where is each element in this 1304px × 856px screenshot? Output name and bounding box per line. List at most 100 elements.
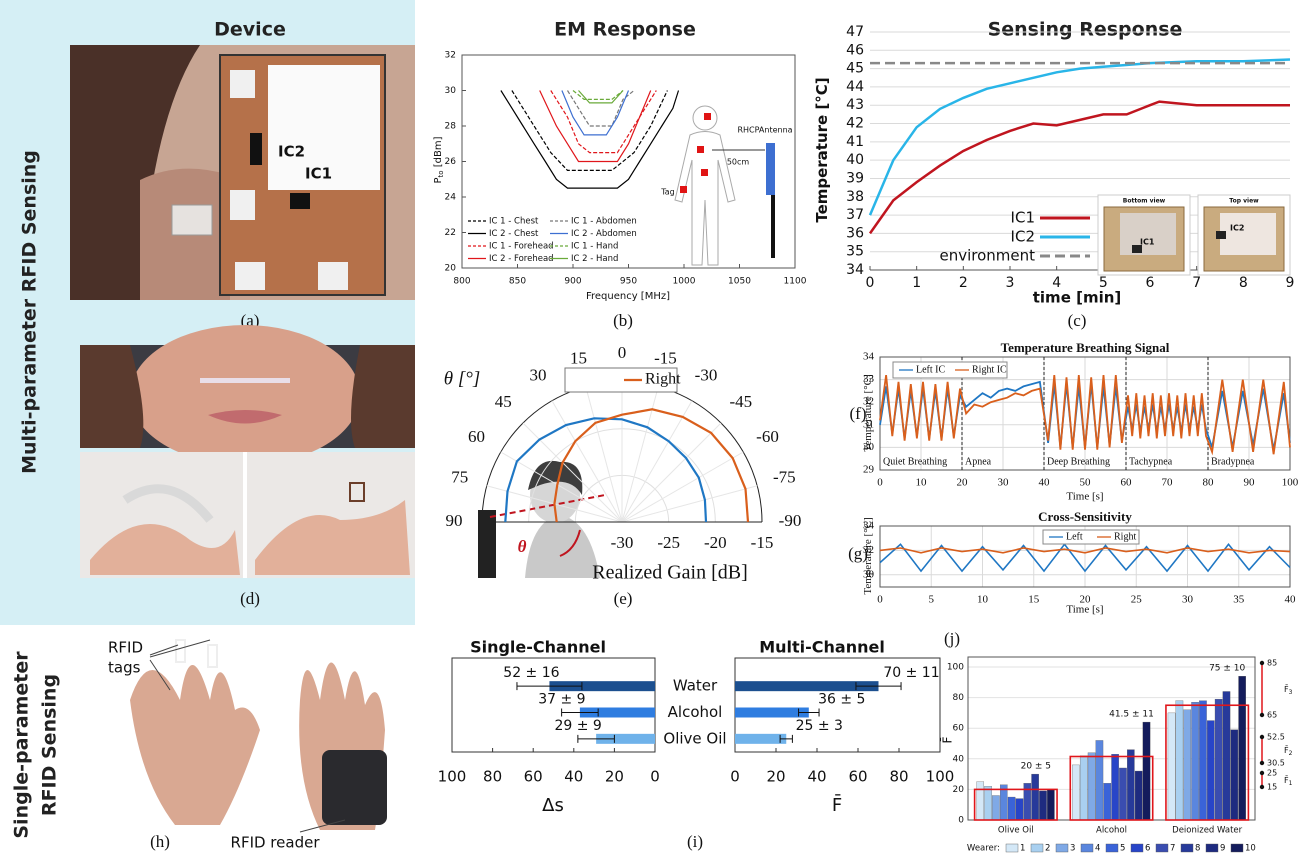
y-axis-label: Temperature [°C] <box>862 517 874 594</box>
angle-marker: θ <box>518 537 527 556</box>
row-label: RFID Sensing <box>39 674 61 816</box>
x-tick-label: 100 <box>1282 477 1299 489</box>
legend-swatch <box>1155 843 1169 853</box>
y-axis-label-part: Temperature [°C] <box>862 517 874 594</box>
group-mean-label: 75 ± 10 <box>1209 664 1245 674</box>
x-tick-label: 100 <box>438 768 467 786</box>
bar <box>735 681 879 692</box>
bar <box>1214 698 1223 821</box>
x-tick-label: 4 <box>1052 275 1061 291</box>
theta-tick-label: 45 <box>495 392 512 411</box>
legend-label: 1 <box>1020 844 1025 854</box>
legend-label: Right <box>645 371 681 388</box>
y-tick-label: 42 <box>846 116 864 132</box>
inset-chip-label: IC2 <box>1230 224 1244 233</box>
header: Device <box>214 19 286 41</box>
x-tick-label: 900 <box>564 277 581 287</box>
range-high: 25 <box>1267 769 1277 778</box>
y-tick-label: 35 <box>846 244 864 260</box>
x-tick-label: 20 <box>1080 594 1092 606</box>
panel-label: (j) <box>944 629 960 648</box>
x-tick-label: 60 <box>848 768 867 786</box>
plot-frame <box>734 657 941 753</box>
range-end <box>1259 784 1265 790</box>
error-bar <box>577 734 615 743</box>
bar <box>1087 752 1096 821</box>
x-tick-label: 50 <box>1080 477 1092 489</box>
bar <box>1119 767 1127 821</box>
legend-label: IC 2 - Hand <box>571 254 618 264</box>
legend-label: IC1 <box>1011 209 1035 227</box>
x-tick-label: 3 <box>1006 275 1015 291</box>
plot-frame <box>879 356 1291 471</box>
range-label-main: F̄ <box>1284 774 1289 784</box>
theta-tick-label: -75 <box>773 467 796 486</box>
y-tick-label: 32 <box>863 544 874 556</box>
x-tick-label: 100 <box>926 768 955 786</box>
avatar-illustration <box>478 460 606 578</box>
legend-box <box>892 361 1008 379</box>
r-tick-label: -25 <box>657 533 680 552</box>
range-end <box>1259 734 1265 740</box>
theta-tick-label: 60 <box>468 427 485 446</box>
y-tick-label: 30 <box>863 441 875 453</box>
y-tick-label: 24 <box>445 193 457 203</box>
legend-label: 5 <box>1120 844 1125 854</box>
x-tick-label: 5 <box>1099 275 1108 291</box>
y-tick-label: 34 <box>863 351 875 363</box>
bar <box>1079 755 1088 821</box>
bar <box>1072 764 1080 821</box>
x-tick-label: 1 <box>912 275 921 291</box>
theta-tick-label: 30 <box>530 365 547 384</box>
bar <box>549 681 655 692</box>
x-axis-label: Time [s] <box>1066 491 1103 503</box>
panel-label: (c) <box>1068 311 1087 330</box>
x-tick-label: 0 <box>650 768 660 786</box>
x-tick-label: 9 <box>1286 275 1295 291</box>
panel-label: (d) <box>240 589 260 608</box>
inset-board-center <box>1220 213 1276 255</box>
annotation: RFID <box>108 639 143 657</box>
theta-tick-label: -90 <box>779 511 802 530</box>
x-tick-label: 40 <box>1285 594 1297 606</box>
legend-swatch <box>1080 843 1094 853</box>
x-axis-label: Δs <box>542 795 564 816</box>
legend-label: 6 <box>1145 844 1150 854</box>
x-axis-label: time [min] <box>1033 289 1122 307</box>
bar <box>735 707 809 718</box>
legend-label: 8 <box>1195 844 1200 854</box>
grid-spoke <box>585 386 623 523</box>
x-tick-label: 40 <box>807 768 826 786</box>
x-tick-label: 2 <box>959 275 968 291</box>
x-tick-label: 40 <box>1039 477 1051 489</box>
annotation: Tag <box>660 188 675 197</box>
data-line <box>550 90 657 154</box>
y-tick-label: 45 <box>846 61 864 77</box>
row-label: Multi-parameter RFID Sensing <box>19 150 41 474</box>
legend-label: IC 2 - Abdomen <box>571 229 637 239</box>
inset-chip <box>1132 245 1142 253</box>
bar <box>1238 676 1246 821</box>
theta-tick-label: 90 <box>446 511 463 530</box>
r-tick-label: -20 <box>704 533 727 552</box>
legend-label: Right <box>1114 531 1136 542</box>
x-tick-label: 1050 <box>728 277 751 287</box>
x-tick-label: 10 <box>977 594 989 606</box>
group-mean-box <box>1069 755 1154 821</box>
grid-spoke <box>621 485 758 523</box>
legend-swatch <box>1055 843 1069 853</box>
legend-label: IC 2 - Forehead <box>489 254 554 264</box>
y-axis-label-part: Temperature [°C] <box>813 77 831 222</box>
y-tick-label: 38 <box>846 189 864 205</box>
legend-swatch <box>1205 843 1219 853</box>
data-line <box>566 90 635 127</box>
phase-label: Quiet Breathing <box>883 456 947 467</box>
error-bar <box>516 682 583 691</box>
range-label-sub: 3 <box>1289 689 1293 696</box>
bar <box>1191 702 1199 821</box>
x-tick-label: 0 <box>730 768 740 786</box>
y-tick-label: 34 <box>863 520 875 532</box>
y-tick-label: 44 <box>846 79 864 95</box>
x-tick-label: 7 <box>1192 275 1201 291</box>
bar <box>1175 700 1184 821</box>
